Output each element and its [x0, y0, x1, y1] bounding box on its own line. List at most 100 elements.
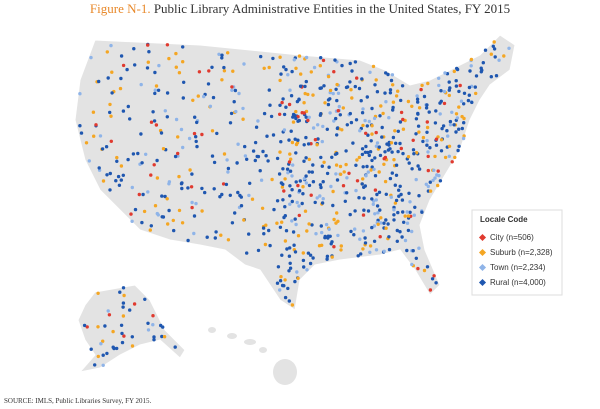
library-dot	[283, 177, 287, 181]
library-dot	[371, 202, 375, 206]
library-dot	[171, 218, 175, 223]
library-dot	[325, 171, 330, 176]
library-dot	[228, 193, 232, 197]
library-dot	[454, 79, 458, 83]
library-dot	[292, 243, 296, 247]
library-dot	[399, 146, 403, 151]
library-dot	[378, 208, 382, 212]
library-dot	[167, 208, 171, 213]
library-dot	[324, 222, 329, 227]
library-dot	[290, 219, 294, 223]
library-dot	[186, 238, 190, 243]
library-dot	[126, 104, 130, 109]
library-dot	[330, 255, 334, 259]
library-dot	[387, 247, 392, 252]
library-dot	[119, 54, 124, 58]
library-dot	[165, 43, 170, 47]
library-dot	[236, 142, 240, 146]
library-dot	[335, 126, 340, 131]
library-dot	[114, 179, 118, 183]
library-dot	[313, 200, 317, 205]
library-dot	[133, 63, 137, 67]
library-dot	[397, 188, 401, 192]
library-dot	[101, 179, 106, 183]
library-dot	[305, 268, 309, 272]
library-dot	[462, 102, 466, 106]
library-dot	[396, 129, 400, 133]
library-dot	[194, 201, 198, 206]
library-dot	[410, 167, 414, 171]
library-dot	[233, 211, 237, 215]
library-dot	[328, 88, 333, 93]
library-dot	[105, 173, 109, 177]
library-dot	[140, 220, 144, 225]
library-dot	[192, 131, 197, 136]
library-dot	[159, 131, 164, 135]
library-dot	[350, 96, 354, 100]
library-dot	[281, 167, 285, 171]
library-dot	[149, 173, 153, 177]
library-dot	[177, 174, 181, 179]
legend: Locale Code City (n=506) Suburb (n=2,328)…	[471, 209, 563, 296]
library-dot	[417, 167, 422, 171]
library-dot	[251, 149, 256, 153]
library-dot	[179, 182, 184, 186]
library-dot	[174, 65, 178, 69]
library-dot	[441, 124, 446, 128]
library-dot	[321, 124, 325, 129]
library-dot	[334, 87, 338, 92]
library-dot	[349, 229, 353, 234]
library-dot	[243, 154, 248, 158]
library-dot	[439, 138, 444, 142]
library-dot	[311, 93, 315, 97]
library-dot	[290, 140, 295, 145]
library-dot	[258, 169, 262, 173]
library-dot	[362, 185, 366, 189]
library-dot	[348, 80, 352, 84]
library-dot	[401, 151, 405, 156]
library-dot	[372, 167, 376, 171]
library-dot	[306, 251, 311, 255]
library-dot	[89, 55, 93, 60]
library-dot	[328, 111, 332, 115]
library-dot	[335, 82, 339, 87]
alaska	[77, 284, 186, 373]
library-dot	[286, 171, 290, 175]
library-dot	[436, 183, 440, 188]
title: Figure N-1. Public Library Administrativ…	[90, 1, 510, 16]
library-dot	[145, 66, 150, 70]
library-dot	[311, 256, 315, 260]
library-dot	[167, 182, 171, 186]
library-dot	[302, 265, 306, 269]
library-dot	[197, 70, 202, 74]
library-dot	[278, 78, 282, 83]
library-dot	[377, 190, 382, 194]
library-dot	[297, 97, 301, 101]
library-dot	[368, 70, 372, 75]
library-dot	[286, 73, 290, 77]
library-dot	[268, 103, 272, 107]
library-dot	[163, 109, 167, 113]
library-dot	[308, 261, 313, 266]
library-dot	[437, 173, 441, 178]
library-dot	[406, 155, 411, 159]
library-dot	[234, 109, 238, 114]
library-dot	[293, 137, 297, 141]
library-dot	[452, 69, 456, 74]
library-dot	[345, 85, 350, 89]
library-dot	[398, 184, 402, 188]
library-dot	[310, 170, 314, 174]
library-dot	[379, 104, 383, 108]
library-dot	[374, 78, 378, 82]
library-dot	[179, 127, 184, 132]
library-dot	[425, 130, 429, 134]
library-dot	[368, 250, 372, 254]
library-dot	[450, 110, 454, 115]
library-dot	[382, 249, 386, 253]
library-dot	[115, 346, 119, 351]
library-dot	[414, 132, 418, 136]
library-dot	[338, 164, 343, 169]
library-dot	[428, 146, 432, 150]
library-dot	[247, 232, 251, 236]
